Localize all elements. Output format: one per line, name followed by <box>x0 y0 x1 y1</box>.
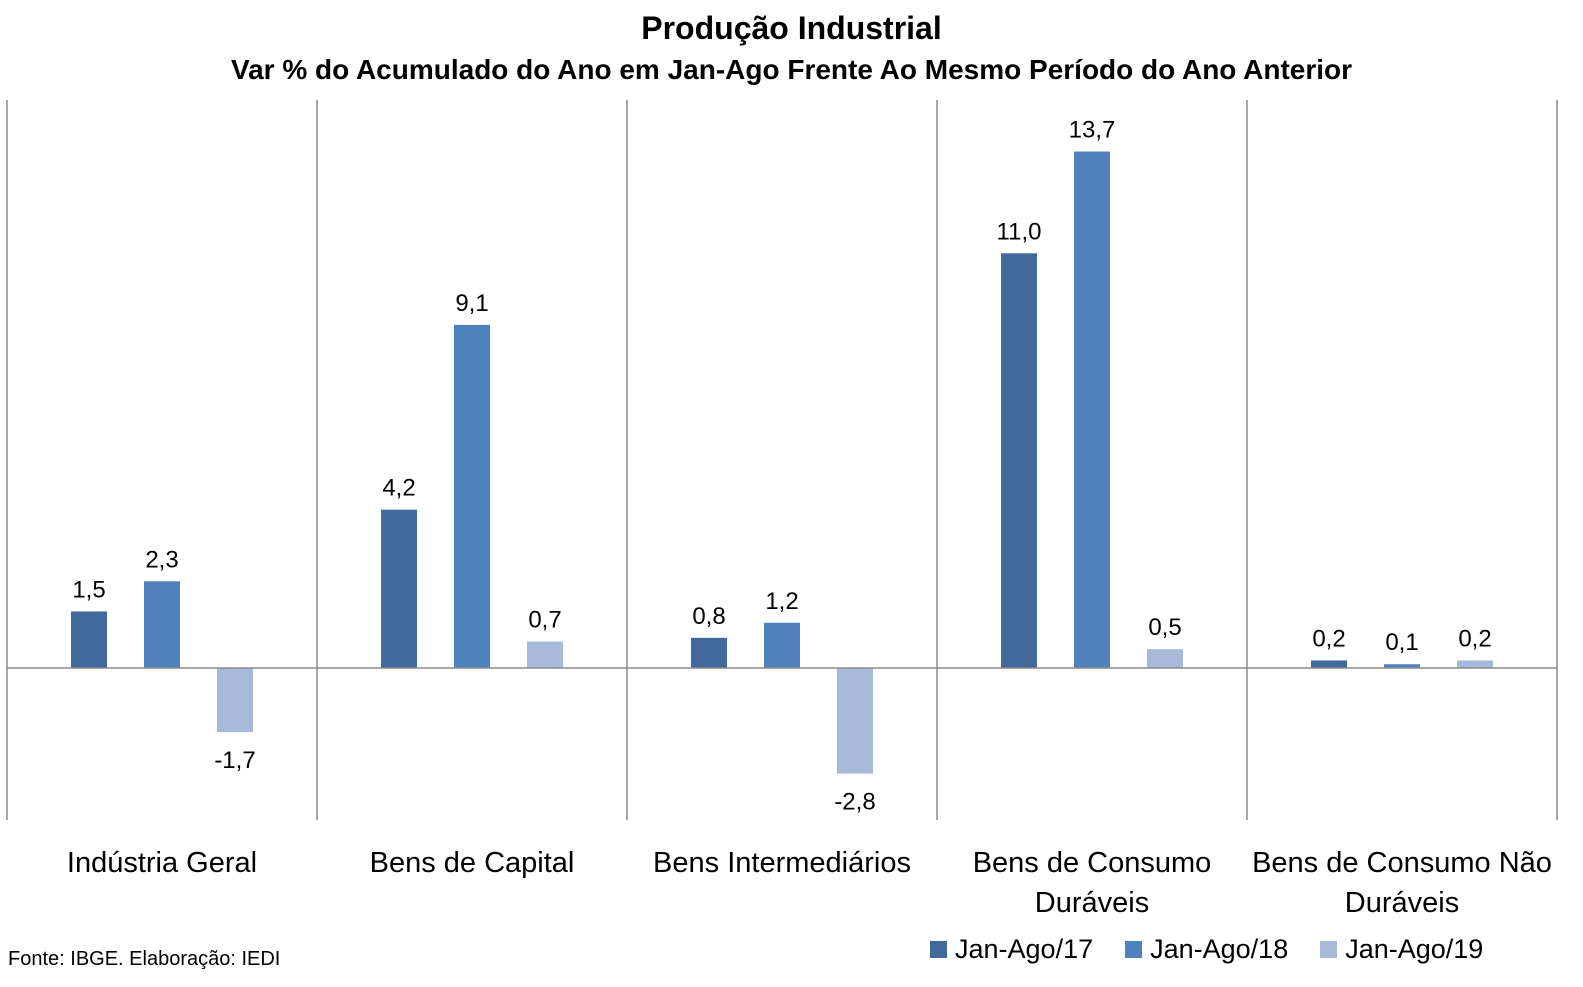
data-label: 11,0 <box>997 218 1042 245</box>
legend-swatch-series-1 <box>930 941 947 958</box>
data-label: 0,8 <box>692 603 725 630</box>
bar <box>527 641 563 668</box>
category-label: Bens de Capital <box>370 847 575 879</box>
data-label: 4,2 <box>382 475 415 502</box>
bar <box>71 611 107 668</box>
chart-title: Produção Industrial <box>641 10 942 46</box>
bar <box>691 637 727 668</box>
data-label: 2,3 <box>145 546 178 573</box>
data-label: 9,1 <box>455 290 488 317</box>
bar <box>144 581 180 668</box>
data-label: 0,5 <box>1148 614 1181 641</box>
data-label: 0,1 <box>1385 629 1418 656</box>
bar <box>837 668 873 774</box>
data-label: 0,2 <box>1312 625 1345 652</box>
legend-item-series-1: Jan-Ago/17 <box>930 934 1093 965</box>
data-label: 0,7 <box>528 607 561 634</box>
bar <box>1147 649 1183 668</box>
bar <box>1311 660 1347 668</box>
legend-item-series-2: Jan-Ago/18 <box>1125 934 1288 965</box>
bar <box>217 668 253 733</box>
legend-label-series-3: Jan-Ago/19 <box>1345 934 1484 964</box>
category-label: Bens de Consumo <box>973 847 1212 879</box>
legend: Jan-Ago/17 Jan-Ago/18 Jan-Ago/19 <box>930 934 1483 965</box>
bar <box>1001 253 1037 669</box>
category-label: Duráveis <box>1035 887 1149 919</box>
data-label: 1,2 <box>765 588 798 615</box>
category-label: Bens de Consumo Não <box>1252 847 1552 879</box>
data-label: 1,5 <box>72 576 105 603</box>
legend-swatch-series-2 <box>1125 941 1143 958</box>
category-label: Bens Intermediários <box>653 847 911 879</box>
bar <box>1384 664 1420 668</box>
data-label: -1,7 <box>214 747 255 774</box>
bar <box>1074 151 1110 668</box>
data-label: 0,2 <box>1458 625 1491 652</box>
data-label: 13,7 <box>1069 117 1116 144</box>
bar <box>454 324 490 668</box>
legend-label-series-1: Jan-Ago/17 <box>955 934 1094 964</box>
category-label: Indústria Geral <box>67 847 257 879</box>
legend-label-series-2: Jan-Ago/18 <box>1150 934 1289 964</box>
data-label: -2,8 <box>834 789 875 816</box>
source-note: Fonte: IBGE. Elaboração: IEDI <box>8 948 281 970</box>
chart-subtitle: Var % do Acumulado do Ano em Jan-Ago Fre… <box>230 54 1353 85</box>
category-label: Duráveis <box>1345 887 1459 919</box>
legend-item-series-3: Jan-Ago/19 <box>1320 934 1483 965</box>
bar <box>381 509 417 668</box>
bar <box>764 622 800 668</box>
bar <box>1457 660 1493 668</box>
legend-swatch-series-3 <box>1320 941 1338 958</box>
